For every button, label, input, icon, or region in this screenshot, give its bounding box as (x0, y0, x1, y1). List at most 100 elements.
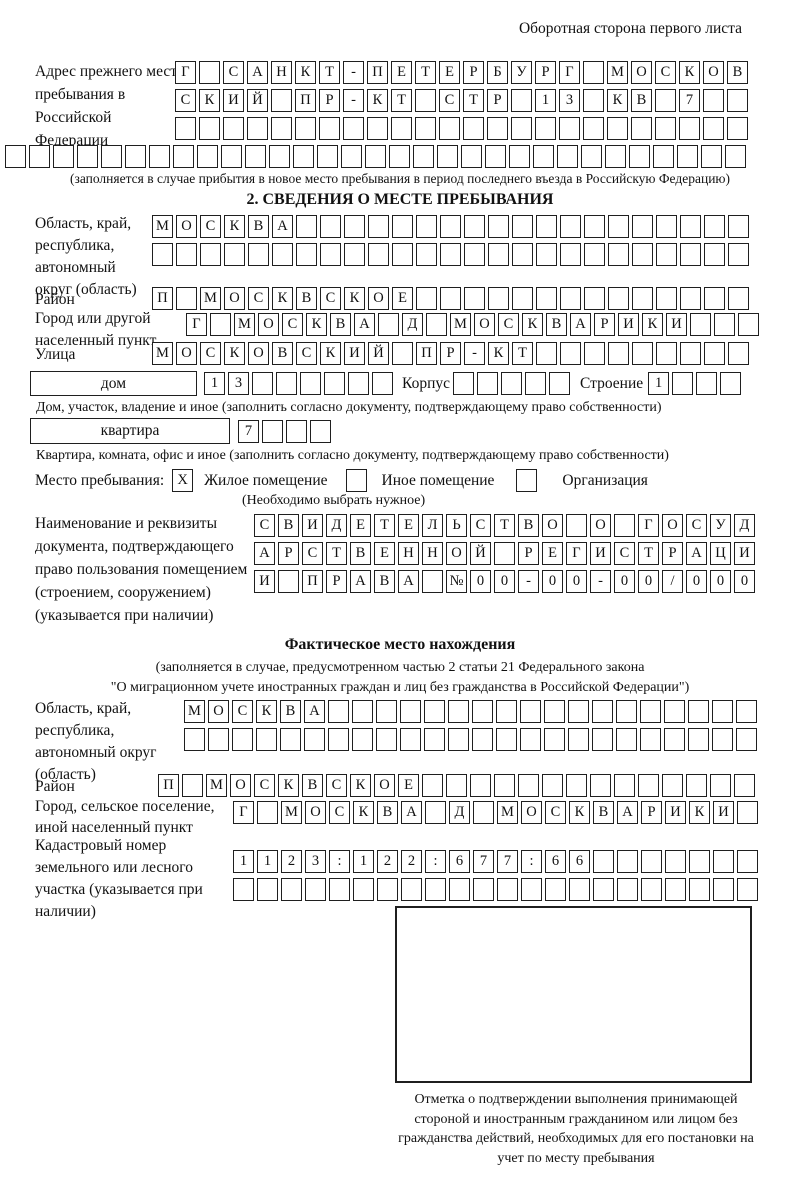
char-cell[interactable] (416, 243, 437, 266)
char-cell[interactable] (656, 342, 677, 365)
char-cell[interactable] (511, 117, 532, 140)
char-cell[interactable] (440, 243, 461, 266)
char-cell[interactable] (232, 728, 253, 751)
char-cell[interactable]: К (224, 215, 245, 238)
char-cell[interactable] (152, 243, 173, 266)
char-cell[interactable]: С (296, 342, 317, 365)
char-cell[interactable]: А (570, 313, 591, 336)
char-cell[interactable] (470, 774, 491, 797)
char-cell[interactable]: К (320, 342, 341, 365)
char-cell[interactable]: Й (247, 89, 268, 112)
char-cell[interactable]: У (710, 514, 731, 537)
char-cell[interactable] (713, 878, 734, 901)
char-cell[interactable]: В (278, 514, 299, 537)
char-cell[interactable]: 6 (569, 850, 590, 873)
char-cell[interactable]: Т (463, 89, 484, 112)
char-cell[interactable]: М (607, 61, 628, 84)
char-cell[interactable]: 1 (233, 850, 254, 873)
char-cell[interactable]: О (474, 313, 495, 336)
char-cell[interactable] (53, 145, 74, 168)
char-cell[interactable]: Р (662, 542, 683, 565)
char-cell[interactable] (712, 728, 733, 751)
char-cell[interactable] (679, 117, 700, 140)
char-cell[interactable] (352, 728, 373, 751)
char-cell[interactable]: В (546, 313, 567, 336)
char-cell[interactable]: Т (415, 61, 436, 84)
char-cell[interactable] (638, 774, 659, 797)
char-cell[interactable] (680, 215, 701, 238)
char-cell[interactable] (101, 145, 122, 168)
char-cell[interactable] (614, 774, 635, 797)
char-cell[interactable] (727, 117, 748, 140)
char-cell[interactable] (512, 287, 533, 310)
char-cell[interactable] (494, 774, 515, 797)
char-cell[interactable]: С (302, 542, 323, 565)
char-cell[interactable] (608, 243, 629, 266)
char-cell[interactable] (328, 700, 349, 723)
char-cell[interactable]: Н (271, 61, 292, 84)
char-cell[interactable]: С (545, 801, 566, 824)
char-cell[interactable]: О (703, 61, 724, 84)
char-cell[interactable]: С (200, 342, 221, 365)
char-cell[interactable] (569, 878, 590, 901)
char-cell[interactable] (704, 342, 725, 365)
char-cell[interactable] (293, 145, 314, 168)
char-cell[interactable]: О (368, 287, 389, 310)
char-cell[interactable]: 1 (353, 850, 374, 873)
char-cell[interactable]: Т (326, 542, 347, 565)
char-cell[interactable] (725, 145, 746, 168)
char-cell[interactable] (737, 801, 758, 824)
char-cell[interactable]: : (329, 850, 350, 873)
char-cell[interactable]: Е (398, 774, 419, 797)
char-cell[interactable] (512, 243, 533, 266)
char-cell[interactable]: 0 (710, 570, 731, 593)
char-cell[interactable] (689, 850, 710, 873)
char-cell[interactable]: С (254, 514, 275, 537)
char-cell[interactable] (536, 342, 557, 365)
char-cell[interactable] (477, 372, 498, 395)
char-cell[interactable]: М (497, 801, 518, 824)
char-cell[interactable] (583, 117, 604, 140)
char-cell[interactable] (497, 878, 518, 901)
char-cell[interactable] (536, 243, 557, 266)
char-cell[interactable] (449, 878, 470, 901)
char-cell[interactable] (584, 215, 605, 238)
char-cell[interactable] (464, 287, 485, 310)
char-cell[interactable]: В (350, 542, 371, 565)
char-cell[interactable] (656, 215, 677, 238)
char-cell[interactable] (400, 700, 421, 723)
char-cell[interactable]: Е (391, 61, 412, 84)
char-cell[interactable]: С (686, 514, 707, 537)
char-cell[interactable]: В (631, 89, 652, 112)
char-cell[interactable] (656, 287, 677, 310)
char-cell[interactable] (439, 117, 460, 140)
char-cell[interactable]: С (498, 313, 519, 336)
char-cell[interactable]: О (305, 801, 326, 824)
char-cell[interactable]: А (272, 215, 293, 238)
char-cell[interactable]: В (272, 342, 293, 365)
char-cell[interactable] (641, 878, 662, 901)
char-cell[interactable] (665, 850, 686, 873)
char-cell[interactable] (176, 287, 197, 310)
char-cell[interactable] (536, 215, 557, 238)
char-cell[interactable] (703, 117, 724, 140)
char-cell[interactable]: 0 (470, 570, 491, 593)
char-cell[interactable]: О (631, 61, 652, 84)
char-cell[interactable] (324, 372, 345, 395)
char-cell[interactable] (372, 372, 393, 395)
char-cell[interactable]: В (330, 313, 351, 336)
char-cell[interactable]: П (158, 774, 179, 797)
char-cell[interactable]: П (295, 89, 316, 112)
char-cell[interactable]: П (152, 287, 173, 310)
char-cell[interactable] (488, 215, 509, 238)
char-cell[interactable] (437, 145, 458, 168)
char-cell[interactable] (560, 287, 581, 310)
char-cell[interactable]: Р (487, 89, 508, 112)
char-cell[interactable] (415, 117, 436, 140)
char-cell[interactable] (422, 774, 443, 797)
char-cell[interactable] (664, 700, 685, 723)
char-cell[interactable] (448, 728, 469, 751)
char-cell[interactable] (568, 728, 589, 751)
char-cell[interactable] (737, 878, 758, 901)
char-cell[interactable]: П (302, 570, 323, 593)
